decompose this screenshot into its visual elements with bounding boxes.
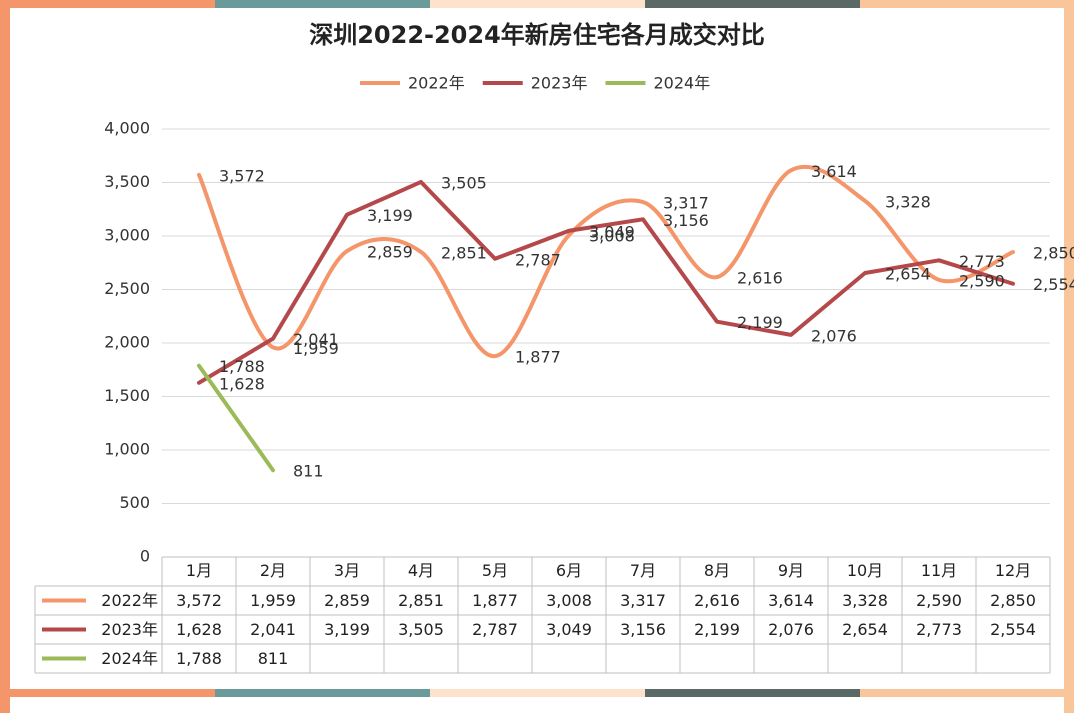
y-tick-label: 0 xyxy=(140,547,150,566)
table-cell: 2,773 xyxy=(916,620,962,639)
data-label: 3,614 xyxy=(811,162,857,181)
data-label: 2,590 xyxy=(959,271,1005,290)
data-label: 1,877 xyxy=(515,348,561,367)
y-tick-label: 3,000 xyxy=(104,226,150,245)
table-cell: 1,788 xyxy=(176,649,222,668)
x-tick-label: 1月 xyxy=(186,561,212,580)
data-label: 2,787 xyxy=(515,250,561,269)
frame-top xyxy=(215,0,430,8)
data-label: 2,850 xyxy=(1033,244,1074,263)
table-cell: 3,049 xyxy=(546,620,592,639)
table-cell: 3,317 xyxy=(620,591,666,610)
data-label: 3,156 xyxy=(663,211,709,230)
x-tick-label: 6月 xyxy=(556,561,582,580)
x-tick-label: 3月 xyxy=(334,561,360,580)
table-cell: 3,614 xyxy=(768,591,814,610)
table-cell: 1,959 xyxy=(250,591,296,610)
series-line xyxy=(197,363,275,473)
frame-right xyxy=(1064,0,1074,713)
table-cell: 2,076 xyxy=(768,620,814,639)
legend-label: 2022年 xyxy=(408,74,465,93)
series-line xyxy=(197,179,1015,385)
data-label: 3,317 xyxy=(663,194,709,213)
table-cell: 3,199 xyxy=(324,620,370,639)
data-label: 1,788 xyxy=(219,357,265,376)
table-cell: 3,008 xyxy=(546,591,592,610)
table-cell: 3,505 xyxy=(398,620,444,639)
data-label: 1,959 xyxy=(293,339,339,358)
y-tick-label: 2,000 xyxy=(104,333,150,352)
frame-top xyxy=(645,0,860,8)
data-label: 2,554 xyxy=(1033,275,1074,294)
data-label: 3,572 xyxy=(219,166,265,185)
data-label: 2,773 xyxy=(959,252,1005,271)
table-cell: 3,328 xyxy=(842,591,888,610)
frame-bottom xyxy=(860,689,1074,697)
data-label: 2,851 xyxy=(441,243,487,262)
data-label: 3,008 xyxy=(589,227,635,246)
table-cell: 3,156 xyxy=(620,620,666,639)
table-row-label: 2024年 xyxy=(101,649,158,668)
table-cell: 811 xyxy=(258,649,289,668)
x-tick-label: 4月 xyxy=(408,561,434,580)
frame-left xyxy=(0,0,10,713)
data-label: 2,199 xyxy=(737,313,783,332)
x-tick-label: 10月 xyxy=(847,561,883,580)
table-cell: 2,616 xyxy=(694,591,740,610)
table-cell: 2,850 xyxy=(990,591,1036,610)
frame-bottom xyxy=(0,689,215,697)
data-label: 2,041 xyxy=(293,330,339,349)
legend-label: 2023年 xyxy=(531,74,588,93)
table-cell: 2,041 xyxy=(250,620,296,639)
table-cell: 2,851 xyxy=(398,591,444,610)
table-cell: 2,787 xyxy=(472,620,518,639)
data-label: 811 xyxy=(293,462,324,481)
table-row-label: 2023年 xyxy=(101,620,158,639)
data-label: 2,076 xyxy=(811,326,857,345)
table-cell: 2,859 xyxy=(324,591,370,610)
frame-bottom xyxy=(645,689,860,697)
x-tick-label: 5月 xyxy=(482,561,508,580)
x-tick-label: 2月 xyxy=(260,561,286,580)
series-line xyxy=(197,164,1015,359)
frame-bottom xyxy=(215,689,430,697)
data-label: 3,049 xyxy=(589,222,635,241)
table-cell: 1,628 xyxy=(176,620,222,639)
frame-top xyxy=(430,0,645,8)
frame-bottom xyxy=(430,689,645,697)
x-tick-label: 8月 xyxy=(704,561,730,580)
x-tick-label: 9月 xyxy=(778,561,804,580)
y-tick-label: 1,000 xyxy=(104,440,150,459)
x-tick-label: 12月 xyxy=(995,561,1031,580)
data-label: 3,199 xyxy=(367,206,413,225)
data-label: 2,616 xyxy=(737,269,783,288)
y-tick-label: 1,500 xyxy=(104,386,150,405)
data-label: 2,654 xyxy=(885,265,931,284)
x-tick-label: 7月 xyxy=(630,561,656,580)
data-label: 1,628 xyxy=(219,374,265,393)
table-cell: 2,554 xyxy=(990,620,1036,639)
table-cell: 2,590 xyxy=(916,591,962,610)
y-tick-label: 500 xyxy=(119,493,150,512)
table-cell: 3,572 xyxy=(176,591,222,610)
data-label: 3,505 xyxy=(441,173,487,192)
table-cell: 2,654 xyxy=(842,620,888,639)
frame-top xyxy=(860,0,1074,8)
y-tick-label: 3,500 xyxy=(104,172,150,191)
chart-title: 深圳2022-2024年新房住宅各月成交对比 xyxy=(309,21,765,49)
y-tick-label: 2,500 xyxy=(104,279,150,298)
legend-label: 2024年 xyxy=(653,74,710,93)
y-tick-label: 4,000 xyxy=(104,119,150,138)
frame-top xyxy=(0,0,215,8)
table-row-label: 2022年 xyxy=(101,591,158,610)
x-tick-label: 11月 xyxy=(921,561,957,580)
data-label: 2,859 xyxy=(367,243,413,262)
data-label: 3,328 xyxy=(885,192,931,211)
table-cell: 1,877 xyxy=(472,591,518,610)
table-cell: 2,199 xyxy=(694,620,740,639)
